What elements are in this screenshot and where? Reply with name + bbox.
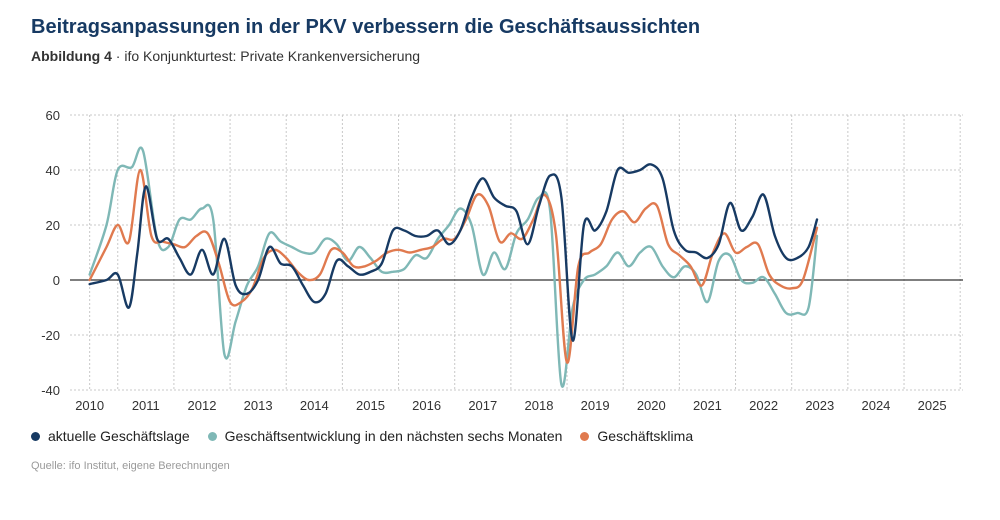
legend-item-lage: aktuelle Geschäftslage (31, 428, 190, 444)
legend-marker-entwicklung (207, 431, 217, 441)
chart-title: Beitragsanpassungen in der PKV verbesser… (31, 16, 701, 38)
legend-item-entwicklung: Geschäftsentwicklung in den nächsten sec… (207, 428, 563, 444)
legend-item-klima: Geschäftsklima (580, 428, 693, 444)
series-line-klima (88, 168, 819, 364)
x-tick-label: 2010 (75, 398, 104, 413)
source-note: Quelle: ifo Institut, eigene Berechnunge… (31, 460, 230, 472)
x-tick-label: 2014 (300, 398, 329, 413)
y-tick-label: -20 (41, 328, 60, 343)
x-tick-label: 2020 (637, 398, 666, 413)
series-line-entwicklung (88, 146, 819, 388)
x-tick-label: 2024 (861, 398, 890, 413)
figure-label: Abbildung 4 (31, 48, 112, 64)
x-tick-label: 2013 (244, 398, 273, 413)
figure-separator: · (111, 48, 125, 64)
x-tick-label: 2022 (749, 398, 778, 413)
legend-label-klima: Geschäftsklima (597, 428, 694, 444)
figure-description: ifo Konjunkturtest: Private Krankenversi… (124, 48, 421, 64)
legend-label-entwicklung: Geschäftsentwicklung in den nächsten sec… (224, 428, 563, 444)
x-tick-label: 2015 (356, 398, 385, 413)
x-tick-label: 2018 (525, 398, 554, 413)
x-tick-label: 2017 (468, 398, 497, 413)
legend-marker-klima (580, 431, 590, 441)
x-tick-label: 2019 (581, 398, 610, 413)
series-line-lage (88, 163, 819, 342)
x-tick-label: 2012 (188, 398, 217, 413)
x-tick-label: 2011 (132, 398, 160, 413)
x-tick-label: 2025 (918, 398, 947, 413)
y-tick-label: 60 (46, 108, 60, 123)
x-tick-label: 2016 (412, 398, 441, 413)
y-tick-label: 40 (46, 163, 60, 178)
chart-legend: aktuelle Geschäftslage Geschäftsentwickl… (31, 428, 693, 444)
y-tick-label: 20 (46, 218, 60, 233)
y-tick-label: -40 (41, 383, 60, 398)
y-tick-label: 0 (53, 273, 60, 288)
x-tick-label: 2023 (805, 398, 834, 413)
chart-subtitle: Abbildung 4 · ifo Konjunkturtest: Privat… (31, 48, 420, 64)
x-tick-label: 2021 (693, 398, 722, 413)
legend-marker-lage (31, 431, 40, 441)
legend-label-lage: aktuelle Geschäftslage (48, 428, 190, 444)
